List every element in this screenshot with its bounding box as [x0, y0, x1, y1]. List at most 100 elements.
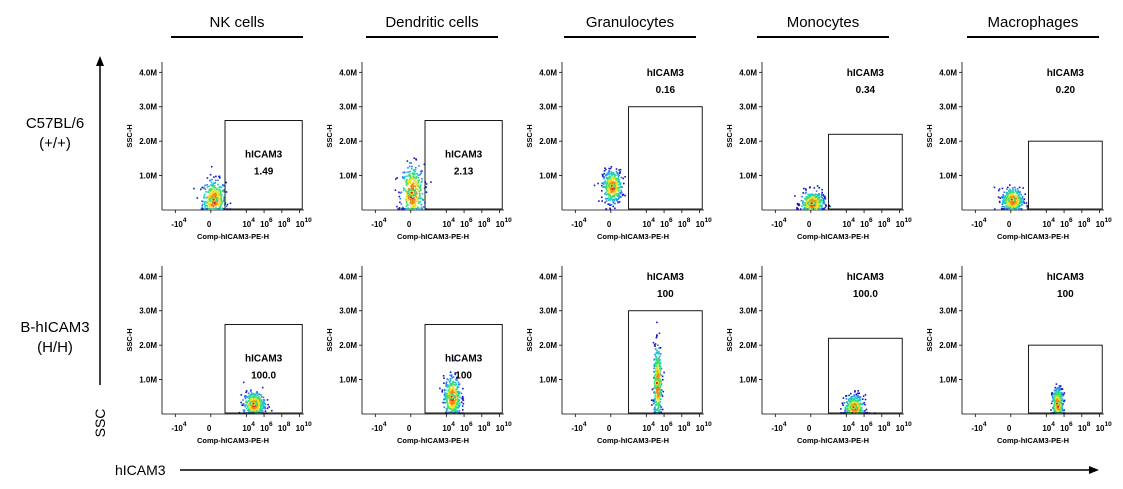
event-dot	[409, 175, 411, 178]
event-dot	[412, 197, 414, 200]
gate-box	[224, 324, 303, 414]
event-dot	[411, 186, 413, 188]
event-dot	[858, 408, 861, 411]
event-dot	[659, 367, 661, 370]
event-dot	[1012, 206, 1014, 209]
event-dot	[1060, 411, 1062, 414]
event-dot	[1054, 386, 1057, 389]
event-dot	[405, 208, 408, 210]
x-tick-label: 106	[660, 217, 673, 229]
y-tick-label: 4.0M	[739, 68, 757, 77]
event-dot	[615, 174, 617, 176]
event-dot	[615, 183, 617, 186]
y-tick-label: 1.0M	[739, 172, 757, 181]
event-dot	[1061, 392, 1063, 394]
event-dot	[264, 410, 267, 412]
event-dot	[1019, 198, 1021, 200]
event-dot	[658, 350, 660, 353]
event-dot	[1016, 201, 1019, 203]
event-dot	[413, 199, 415, 201]
event-dot	[204, 204, 207, 207]
event-dot	[409, 181, 411, 183]
event-dot	[819, 199, 822, 202]
event-dot	[857, 390, 859, 392]
event-dot	[401, 208, 404, 210]
event-dot	[1058, 406, 1061, 409]
y-tick-label: 2.0M	[139, 137, 157, 146]
event-dot	[818, 198, 821, 200]
event-dot	[609, 182, 611, 184]
y-tick-label: 2.0M	[339, 341, 357, 350]
x-axis-label: Comp-hICAM3-PE-H	[797, 436, 869, 445]
event-dot	[653, 410, 656, 413]
event-dot	[1004, 200, 1007, 203]
gate-box	[828, 133, 903, 210]
event-dot	[262, 396, 265, 399]
event-dot	[619, 172, 621, 174]
event-dot	[443, 398, 446, 401]
event-dot	[658, 403, 661, 405]
event-dot	[1011, 203, 1013, 206]
event-dot	[1061, 405, 1064, 407]
event-dot	[258, 401, 260, 404]
y-tick-label: 3.0M	[939, 307, 957, 316]
event-dot	[1026, 204, 1028, 207]
event-dot	[1055, 411, 1057, 413]
event-dot	[253, 408, 256, 410]
event-dot	[798, 204, 801, 206]
event-dot	[256, 400, 258, 402]
event-dot	[410, 162, 412, 164]
event-dot	[1058, 387, 1061, 389]
event-dot	[213, 193, 215, 196]
event-dot	[449, 406, 451, 408]
event-dot	[402, 177, 405, 179]
event-dot	[404, 208, 407, 210]
event-dot	[242, 404, 245, 407]
event-dot	[821, 197, 824, 199]
event-dot	[443, 377, 445, 379]
event-dot	[219, 195, 221, 197]
event-dot	[1052, 400, 1055, 402]
event-dot	[445, 401, 447, 404]
event-dot	[605, 188, 608, 191]
event-dot	[460, 397, 463, 400]
event-dot	[255, 405, 257, 408]
column-title: Dendritic cells	[385, 14, 478, 31]
y-tick-label: 4.0M	[539, 68, 557, 77]
event-dot	[408, 188, 411, 190]
event-dot	[1013, 205, 1016, 208]
event-dot	[609, 175, 611, 178]
event-dot	[241, 404, 243, 406]
event-dot	[1055, 396, 1058, 399]
event-dot	[256, 394, 259, 396]
event-dot	[263, 402, 265, 404]
event-dot	[659, 365, 662, 368]
event-dot	[618, 169, 620, 171]
event-dot	[1002, 208, 1005, 210]
event-dot	[421, 177, 423, 180]
event-dot	[1001, 197, 1004, 200]
event-dot	[1012, 191, 1014, 194]
event-dot	[263, 399, 266, 401]
row-label-genotype: (+/+)	[39, 135, 71, 152]
event-dot	[245, 404, 247, 406]
population-core	[208, 196, 219, 203]
event-dot	[262, 403, 264, 405]
event-dot	[444, 397, 447, 400]
event-dot	[1062, 393, 1065, 396]
event-dot	[411, 183, 414, 186]
event-dot	[618, 193, 620, 195]
event-dot	[462, 409, 464, 411]
gate-percentage: 0.34	[856, 85, 876, 96]
event-dot	[443, 406, 446, 408]
event-dot	[654, 395, 657, 397]
event-dot	[806, 208, 809, 210]
event-dot	[1008, 191, 1011, 193]
event-dot	[806, 205, 809, 207]
x-tick-label: 1010	[296, 421, 313, 433]
event-dot	[606, 181, 609, 183]
event-dot	[457, 390, 460, 393]
